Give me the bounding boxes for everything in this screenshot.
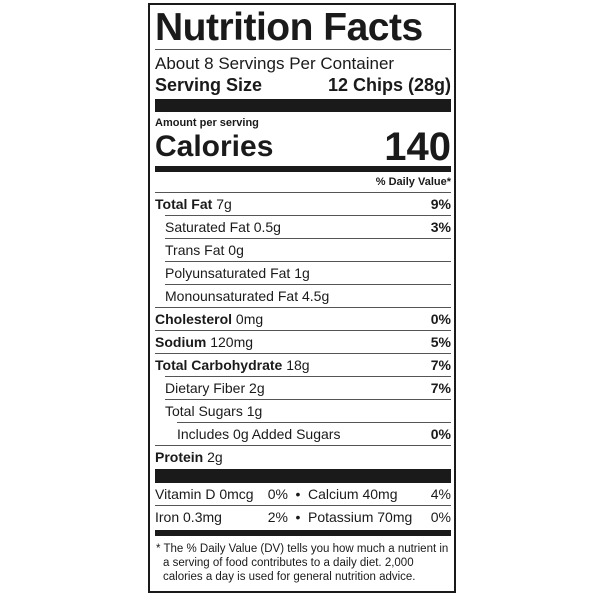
nutrient-amount: 0mg	[235, 311, 264, 327]
nutrient-amount: 2g	[249, 380, 265, 396]
nutrient-name: Protein	[155, 449, 204, 465]
vitamin-dv: 0%	[267, 486, 288, 502]
nutrient-name: Sodium	[155, 334, 207, 350]
vitamin-name: Calcium 40mg	[308, 486, 398, 502]
serving-size: Serving Size 12 Chips (28g)	[155, 74, 451, 96]
nutrient-name: Total Carbohydrate	[155, 357, 283, 373]
nutrient-row-total-fat: Total Fat 7g 9%	[155, 192, 451, 215]
calories-label: Calories	[155, 130, 274, 163]
vitamin-dv: 2%	[267, 509, 288, 525]
vitamin-name: Vitamin D 0mcg	[155, 486, 254, 502]
nutrient-dv: 0%	[430, 311, 451, 327]
nutrient-amount: 2g	[207, 449, 223, 465]
nutrient-row-trans-fat: Trans Fat 0g	[165, 238, 451, 261]
nutrient-name: Saturated Fat	[165, 219, 250, 235]
nutrient-name: Cholesterol	[155, 311, 233, 327]
vitamin-dv: 0%	[430, 509, 451, 525]
nutrient-amount: 4.5g	[301, 288, 330, 304]
serving-size-label: Serving Size	[155, 75, 263, 95]
serving-size-value: 12 Chips (28g)	[327, 75, 451, 95]
vitamin-dv: 4%	[430, 486, 451, 502]
nutrition-facts-label: Nutrition Facts About 8 Servings Per Con…	[148, 3, 456, 593]
nutrient-name: Total Sugars	[165, 403, 243, 419]
nutrient-name: Monounsaturated Fat	[165, 288, 299, 304]
servings-per-container: About 8 Servings Per Container	[155, 54, 395, 73]
vitamin-row: Vitamin D 0mcg 0% • Calcium 40mg 4%	[155, 483, 451, 505]
nutrient-amount: 0.5g	[253, 219, 281, 235]
label-title: Nutrition Facts	[155, 6, 423, 49]
nutrient-amount: 1g	[294, 265, 310, 281]
nutrient-dv: 5%	[430, 334, 451, 350]
nutrient-dv: 7%	[430, 380, 451, 396]
nutrient-dv: 0%	[430, 426, 451, 442]
vitamin-name: Iron 0.3mg	[155, 509, 222, 525]
nutrient-name: Total Fat	[155, 196, 213, 212]
calories-value: 140	[384, 125, 451, 169]
nutrient-row-saturated-fat: Saturated Fat 0.5g 3%	[165, 215, 451, 238]
amount-per-serving: Amount per serving	[155, 117, 259, 129]
vitamin-name: Potassium 70mg	[308, 509, 413, 525]
nutrient-row-total-sugars: Total Sugars 1g	[165, 399, 451, 422]
thick-divider	[155, 99, 451, 112]
nutrient-row-protein: Protein 2g	[155, 445, 451, 468]
nutrient-name: Dietary Fiber	[165, 380, 246, 396]
nutrient-row-sodium: Sodium 120mg 5%	[155, 330, 451, 353]
vitamin-row: Iron 0.3mg 2% • Potassium 70mg 0%	[155, 505, 451, 528]
nutrient-amount: 0g	[228, 242, 244, 258]
nutrient-row-cholesterol: Cholesterol 0mg 0%	[155, 307, 451, 330]
nutrient-dv: 3%	[430, 219, 451, 235]
calories-row: Calories 140	[155, 125, 451, 169]
nutrient-amount: 18g	[286, 357, 310, 373]
thick-divider	[155, 469, 451, 483]
bullet: •	[295, 509, 301, 525]
nutrient-row-total-carbohydrate: Total Carbohydrate 18g 7%	[155, 353, 451, 376]
nutrient-amount: 1g	[246, 403, 263, 419]
bullet: •	[295, 486, 301, 502]
nutrient-row-dietary-fiber: Dietary Fiber 2g 7%	[165, 376, 451, 399]
footnote: * The % Daily Value (DV) tells you how m…	[156, 543, 449, 583]
nutrient-name: Trans Fat	[165, 242, 225, 258]
nutrient-row-added-sugars: Includes 0g Added Sugars 0%	[177, 422, 451, 445]
divider	[155, 49, 451, 50]
daily-value-header: % Daily Value*	[375, 176, 451, 188]
nutrient-amount: 7g	[216, 196, 232, 212]
nutrient-dv: 7%	[430, 357, 451, 373]
thick-divider	[155, 166, 451, 172]
nutrient-name: Includes 0g Added Sugars	[177, 426, 341, 442]
nutrient-amount: 120mg	[210, 334, 254, 350]
nutrient-dv: 9%	[430, 196, 451, 212]
nutrient-name: Polyunsaturated Fat	[165, 265, 291, 281]
nutrient-row-polyunsaturated-fat: Polyunsaturated Fat 1g	[165, 261, 451, 284]
nutrient-row-monounsaturated-fat: Monounsaturated Fat 4.5g	[165, 284, 451, 307]
thick-divider	[155, 530, 451, 536]
